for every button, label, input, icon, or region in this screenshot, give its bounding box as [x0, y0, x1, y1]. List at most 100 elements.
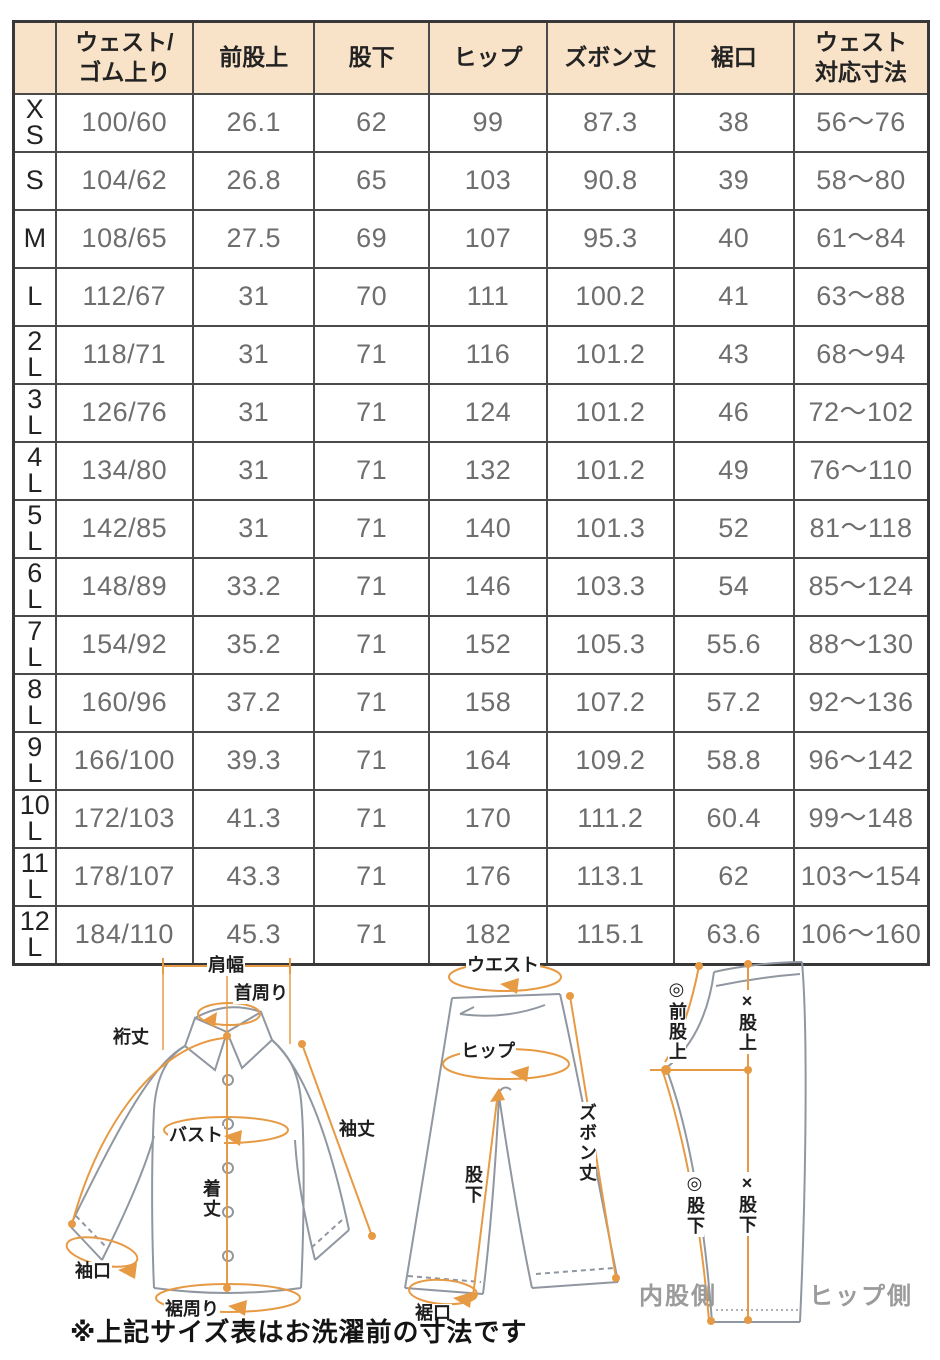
measurement-cell: 58～80 — [793, 151, 930, 211]
label-hip-side: ヒップ側 — [809, 1283, 913, 1310]
measurement-cell: 142/85 — [54, 499, 195, 559]
measurement-cell: 55.6 — [672, 615, 796, 675]
label-body-length: 着丈 — [201, 1178, 221, 1220]
measurement-cell: 109.2 — [546, 731, 675, 791]
measurement-cell: 70 — [313, 267, 430, 327]
measurement-cell: 101.2 — [546, 325, 675, 385]
label-cuff: 袖口 — [74, 1261, 112, 1282]
measurement-cell: 111.2 — [546, 789, 675, 849]
table-row: M 108/65 27.5 69 107 95.3 40 61～84 — [12, 209, 930, 269]
measurement-cell: 101.2 — [546, 383, 675, 443]
size-label: 10 L — [12, 789, 57, 849]
measurement-cell: 100.2 — [546, 267, 675, 327]
measurement-cell: 31 — [192, 499, 316, 559]
measurement-cell: 103 — [427, 151, 549, 211]
measurement-cell: 184/110 — [54, 905, 195, 966]
measurement-cell: 126/76 — [54, 383, 195, 443]
label-hip: ヒップ — [460, 1041, 516, 1062]
measurement-cell: 31 — [192, 267, 316, 327]
pants-measure-lines — [408, 962, 617, 1306]
size-label: 11 L — [12, 847, 57, 907]
size-label: 7 L — [12, 615, 57, 675]
table-row: 5 L 142/85 31 71 140 101.3 52 81～118 — [12, 499, 930, 559]
size-label: 3 L — [12, 383, 57, 443]
measurement-cell: 108/65 — [54, 209, 195, 269]
measurement-cell: 57.2 — [672, 673, 796, 733]
measurement-cell: 26.8 — [192, 151, 316, 211]
table-row: 12 L 184/110 45.3 71 182 115.1 63.6 106～160 — [12, 905, 930, 966]
measurement-cell: 106～160 — [793, 905, 930, 966]
size-label: M — [12, 209, 57, 269]
measurement-cell: 96～142 — [793, 731, 930, 791]
measurement-cell: 33.2 — [192, 557, 316, 617]
measurement-cell: 63.6 — [672, 905, 796, 966]
size-label: 6 L — [12, 557, 57, 617]
pre-wash-note: ※上記サイズ表はお洗濯前の寸法です — [70, 1317, 528, 1347]
measurement-cell: 105.3 — [546, 615, 675, 675]
measurement-cell: 85～124 — [793, 557, 930, 617]
measurement-cell: 146 — [427, 557, 549, 617]
size-label: X S — [12, 93, 57, 153]
size-label: L — [12, 267, 57, 327]
measurement-cell: 90.8 — [546, 151, 675, 211]
shirt-illustration — [69, 1006, 350, 1294]
column-header — [12, 20, 57, 95]
pants-measure-dots — [453, 978, 620, 1308]
measurement-cell: 92～136 — [793, 673, 930, 733]
measurement-cell: 43 — [672, 325, 796, 385]
table-row: 11 L 178/107 43.3 71 176 113.1 62 103～154 — [12, 847, 930, 907]
measurement-cell: 65 — [313, 151, 430, 211]
measurement-cell: 31 — [192, 441, 316, 501]
measurement-cell: 72～102 — [793, 383, 930, 443]
measurement-cell: 182 — [427, 905, 549, 966]
measurement-cell: 71 — [313, 731, 430, 791]
table-row: L 112/67 31 70 111 100.2 41 63～88 — [12, 267, 930, 327]
measurement-cell: 101.2 — [546, 441, 675, 501]
label-inner-side: 内股側 — [639, 1283, 717, 1310]
measurement-cell: 76～110 — [793, 441, 930, 501]
measurement-cell: 52 — [672, 499, 796, 559]
measurement-cell: 71 — [313, 383, 430, 443]
measurement-cell: 45.3 — [192, 905, 316, 966]
size-table: ウェスト/ ゴム上り 前股上 股下 ヒップ ズボン丈 裾口 ウェスト 対応寸法 X S 100… — [12, 20, 930, 966]
measurement-diagram-svg — [65, 958, 807, 1325]
measurement-cell: 41.3 — [192, 789, 316, 849]
table-row: 7 L 154/92 35.2 71 152 105.3 55.6 88～130 — [12, 615, 930, 675]
measurement-cell: 49 — [672, 441, 796, 501]
measurement-cell: 63～88 — [793, 267, 930, 327]
measurement-cell: 118/71 — [54, 325, 195, 385]
measurement-cell: 103～154 — [793, 847, 930, 907]
label-sleeve-length: 袖丈 — [338, 1119, 376, 1140]
measurement-cell: 39.3 — [192, 731, 316, 791]
label-neck: 首周り — [233, 983, 289, 1004]
table-row: S 104/62 26.8 65 103 90.8 39 58～80 — [12, 151, 930, 211]
measurement-cell: 99 — [427, 93, 549, 153]
column-header: ウェスト 対応寸法 — [793, 20, 930, 95]
measurement-cell: 154/92 — [54, 615, 195, 675]
measurement-cell: 100/60 — [54, 93, 195, 153]
measurement-cell: 113.1 — [546, 847, 675, 907]
measurement-cell: 104/62 — [54, 151, 195, 211]
measurement-cell: 71 — [313, 441, 430, 501]
column-header: 前股上 — [192, 20, 316, 95]
measurement-cell: 101.3 — [546, 499, 675, 559]
measurement-cell: 40 — [672, 209, 796, 269]
column-header: 股下 — [313, 20, 430, 95]
label-inseam: 股下 — [463, 1164, 483, 1206]
leg-measure-lines — [650, 964, 750, 1321]
label-yuki-length: 裄丈 — [112, 1027, 150, 1048]
measurement-cell: 69 — [313, 209, 430, 269]
measurement-cell: 166/100 — [54, 731, 195, 791]
measurement-cell: 71 — [313, 905, 430, 966]
measurement-cell: 60.4 — [672, 789, 796, 849]
size-table-body: X S 100/60 26.1 62 99 87.3 38 56～76 S 104/62 26.8 6… — [12, 93, 930, 966]
measurement-cell: 160/96 — [54, 673, 195, 733]
measurement-cell: 43.3 — [192, 847, 316, 907]
measurement-cell: 62 — [672, 847, 796, 907]
measurement-cell: 68～94 — [793, 325, 930, 385]
measurement-cell: 56～76 — [793, 93, 930, 153]
table-row: 9 L 166/100 39.3 71 164 109.2 58.8 96～142 — [12, 731, 930, 791]
measurement-cell: 71 — [313, 847, 430, 907]
size-label: 12 L — [12, 905, 57, 966]
measurement-cell: 61～84 — [793, 209, 930, 269]
